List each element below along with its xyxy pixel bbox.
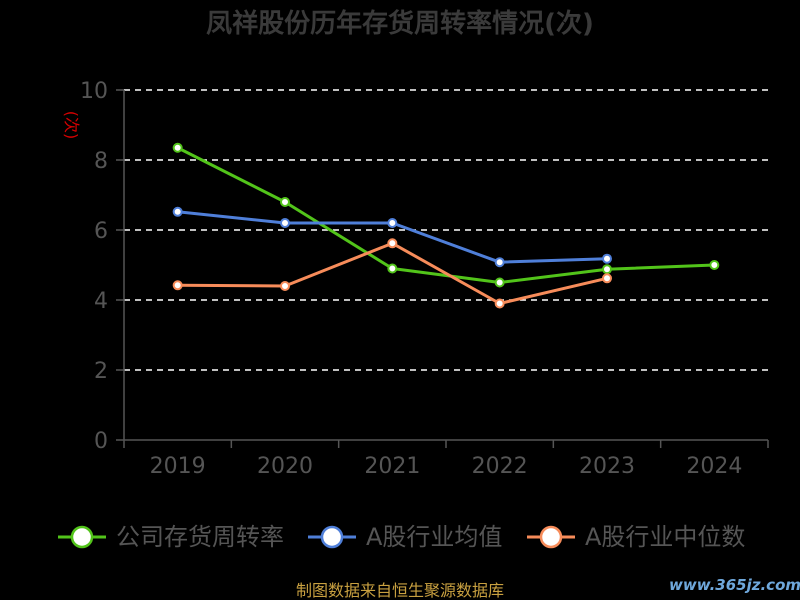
x-tick-label: 2021 xyxy=(364,454,420,479)
data-point xyxy=(602,273,612,284)
data-point xyxy=(387,263,398,274)
data-point xyxy=(602,253,612,264)
legend-label: A股行业中位数 xyxy=(585,523,745,551)
legend-marker xyxy=(70,525,94,549)
grid-lines xyxy=(124,89,768,371)
series-group xyxy=(172,142,720,309)
legend-label: 公司存货周转率 xyxy=(116,523,284,551)
y-tick-label: 10 xyxy=(80,79,108,104)
legend-item-1[interactable]: A股行业均值 xyxy=(308,523,502,551)
legend-marker xyxy=(320,525,344,549)
y-tick-label: 0 xyxy=(94,429,108,454)
data-point xyxy=(280,281,290,291)
x-tick-label: 2019 xyxy=(150,454,206,479)
x-tick-labels: 2019 2020 2021 2022 2023 2024 xyxy=(150,454,743,479)
legend[interactable]: 公司存货周转率 A股行业均值 A股行业中位数 xyxy=(58,523,745,551)
chart-title: 凤祥股份历年存货周转率情况(次) xyxy=(206,8,594,39)
data-source-note: 制图数据来自恒生聚源数据库 xyxy=(296,581,504,600)
x-tick-label: 2024 xyxy=(686,454,742,479)
axes xyxy=(116,89,769,448)
data-point xyxy=(280,197,290,207)
y-tick-labels: 0 2 4 6 8 10 xyxy=(80,79,108,454)
data-point xyxy=(494,298,505,309)
legend-label: A股行业均值 xyxy=(366,523,502,551)
y-tick-label: 6 xyxy=(94,219,108,244)
series-2 xyxy=(172,238,612,309)
data-point xyxy=(387,218,398,228)
y-tick-label: 2 xyxy=(94,359,108,384)
data-point xyxy=(280,218,290,228)
y-tick-label: 4 xyxy=(94,289,108,314)
x-tick-label: 2020 xyxy=(257,454,313,479)
data-point xyxy=(172,142,183,153)
legend-item-2[interactable]: A股行业中位数 xyxy=(527,523,745,551)
legend-marker xyxy=(539,525,563,549)
legend-item-0[interactable]: 公司存货周转率 xyxy=(58,523,284,551)
data-point xyxy=(494,257,505,268)
data-point xyxy=(172,206,183,217)
data-point xyxy=(709,260,720,270)
y-tick-label: 8 xyxy=(94,149,108,174)
data-point xyxy=(387,238,398,249)
series-line xyxy=(176,146,715,284)
series-0 xyxy=(172,142,720,288)
data-point xyxy=(494,277,505,288)
data-point xyxy=(172,280,183,291)
data-point xyxy=(602,264,612,275)
x-tick-label: 2022 xyxy=(472,454,528,479)
x-tick-label: 2023 xyxy=(579,454,635,479)
y-axis-label: (次) xyxy=(62,111,81,140)
watermark: www.365jz.com xyxy=(669,576,800,594)
series-1 xyxy=(172,206,612,268)
